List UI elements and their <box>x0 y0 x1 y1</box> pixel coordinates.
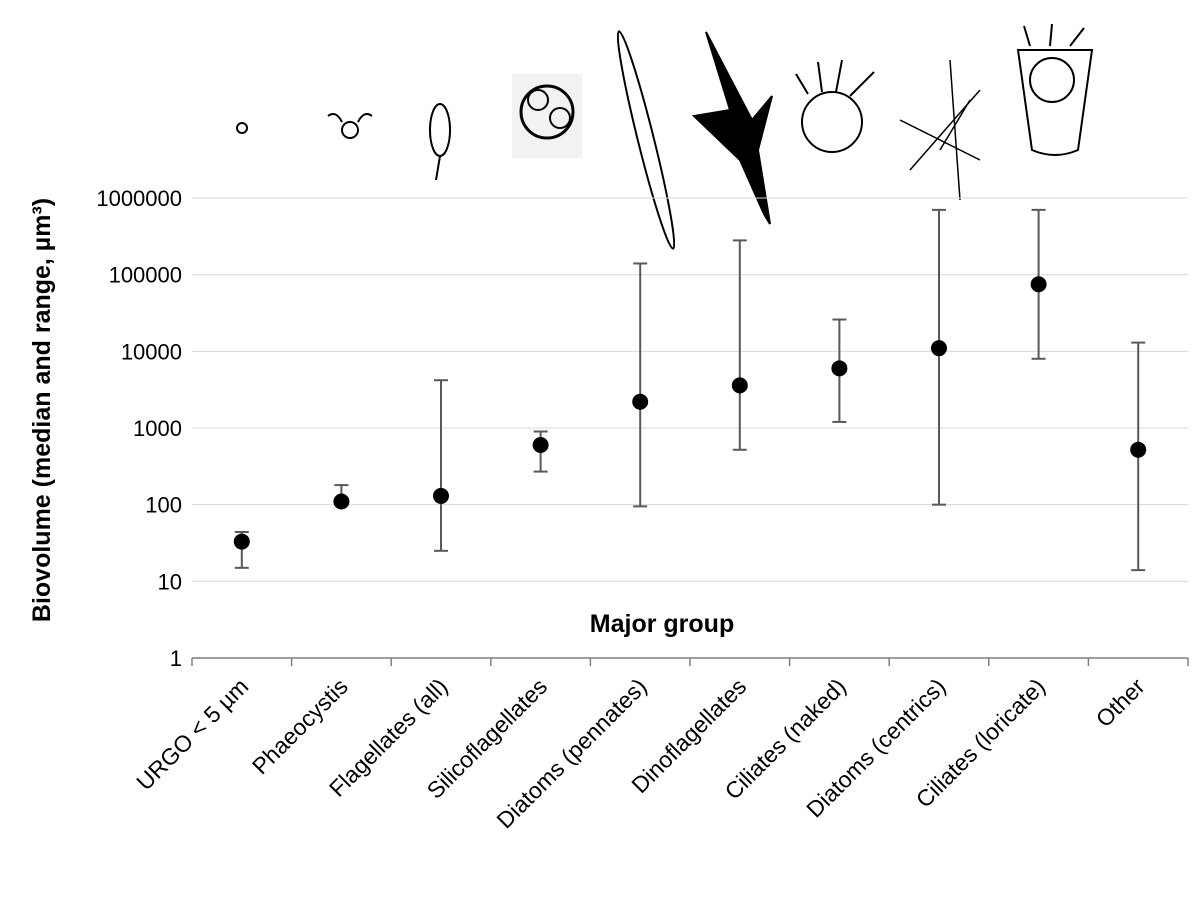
median-point <box>731 377 748 394</box>
median-point <box>632 393 649 410</box>
y-tick-label: 100000 <box>109 263 182 288</box>
y-tick-label: 1 <box>170 646 182 671</box>
median-point <box>831 360 848 377</box>
y-tick-label: 1000000 <box>96 186 182 211</box>
y-tick-label: 10000 <box>121 339 182 364</box>
x-axis-label: Major group <box>590 610 734 638</box>
median-point <box>1030 276 1047 293</box>
median-point <box>532 437 549 454</box>
x-tick-label: Other <box>1091 673 1150 732</box>
x-tick-label: URGO < 5 µm <box>131 673 253 795</box>
x-tick-label: Phaeocystis <box>247 673 353 779</box>
y-tick-label: 1000 <box>133 416 182 441</box>
y-axis-label: Biovolume (median and range, µm³) <box>28 198 56 622</box>
y-tick-label: 10 <box>158 569 182 594</box>
median-point <box>1130 441 1147 458</box>
median-point <box>333 493 350 510</box>
organism-icons <box>236 23 1094 250</box>
y-tick-label: 100 <box>145 493 182 518</box>
median-point <box>931 340 947 357</box>
median-point <box>433 487 449 504</box>
median-point <box>233 533 250 550</box>
